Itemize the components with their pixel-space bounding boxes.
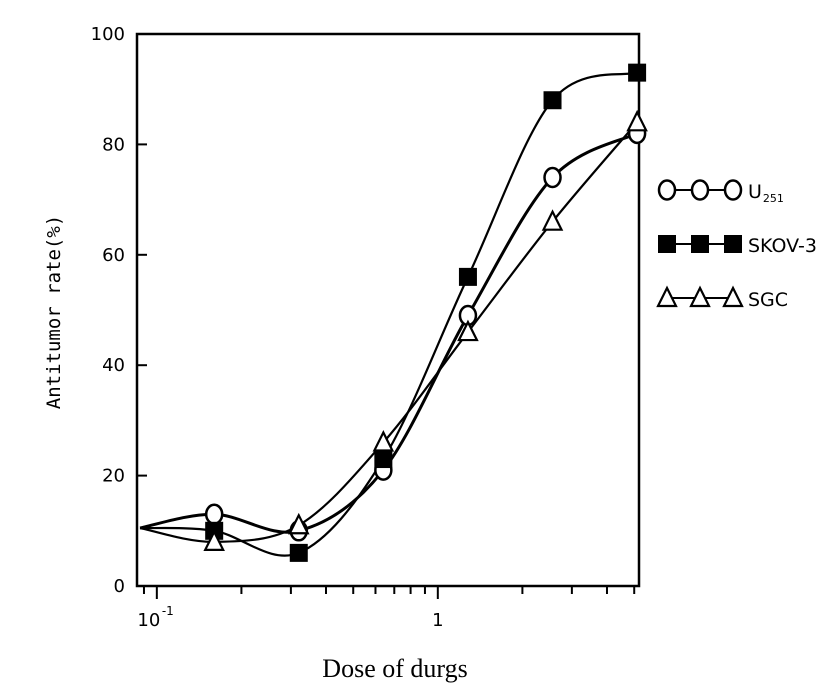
x-axis-title: Dose of durgs	[322, 654, 467, 683]
legend-marker	[723, 179, 743, 201]
x-tick-exponent: -1	[162, 604, 174, 618]
legend-marker	[658, 235, 676, 253]
data-point	[541, 209, 564, 231]
data-point	[543, 166, 562, 189]
y-axis-title: Antitumor rate(%)	[43, 215, 65, 409]
x-tick-base: 1	[432, 610, 443, 631]
legend-item: SGC	[656, 285, 788, 311]
data-point	[203, 529, 225, 551]
x-tick-base: 10	[137, 610, 160, 631]
legend-item: U 251	[657, 179, 784, 205]
y-tick-label: 100	[91, 24, 125, 45]
legend-marker	[724, 235, 742, 253]
data-point	[287, 512, 310, 535]
data-point	[374, 450, 393, 469]
legend-marker	[657, 179, 677, 201]
x-tick-label: 10 -1	[137, 604, 173, 631]
legend-label-subscript: 251	[763, 192, 784, 205]
legend-marker	[656, 285, 678, 308]
data-point	[458, 267, 477, 286]
data-point	[626, 109, 648, 132]
data-point	[372, 430, 395, 452]
series-line	[139, 71, 638, 557]
plot-area-border	[135, 32, 641, 588]
data-point	[543, 91, 562, 110]
y-tick-label: 80	[102, 134, 125, 155]
legend-marker	[690, 179, 710, 201]
y-tick-label: 0	[114, 576, 125, 597]
legend-item: SKOV-3	[658, 235, 817, 257]
series-curves	[139, 71, 638, 557]
legend-label: SKOV-3	[748, 235, 817, 257]
legend-label: SGC	[748, 289, 788, 311]
legend-marker	[691, 235, 709, 253]
y-axis: 0 20 40 60 80 100	[91, 24, 147, 597]
plot-frame	[135, 32, 641, 588]
legend: U 251 SKOV-3 SGC	[656, 179, 817, 311]
x-tick-label: 1	[432, 610, 443, 631]
x-axis: 10 -1 1	[137, 586, 636, 631]
data-point	[628, 63, 647, 82]
data-point	[204, 503, 224, 525]
series-markers	[203, 63, 648, 562]
y-tick-label: 60	[102, 245, 125, 266]
y-tick-label: 20	[102, 466, 125, 487]
data-point	[289, 543, 308, 562]
legend-label: U	[748, 181, 762, 203]
y-tick-label: 40	[102, 355, 125, 376]
legend-marker	[722, 285, 744, 308]
data-point	[457, 319, 479, 342]
legend-marker	[689, 285, 711, 308]
